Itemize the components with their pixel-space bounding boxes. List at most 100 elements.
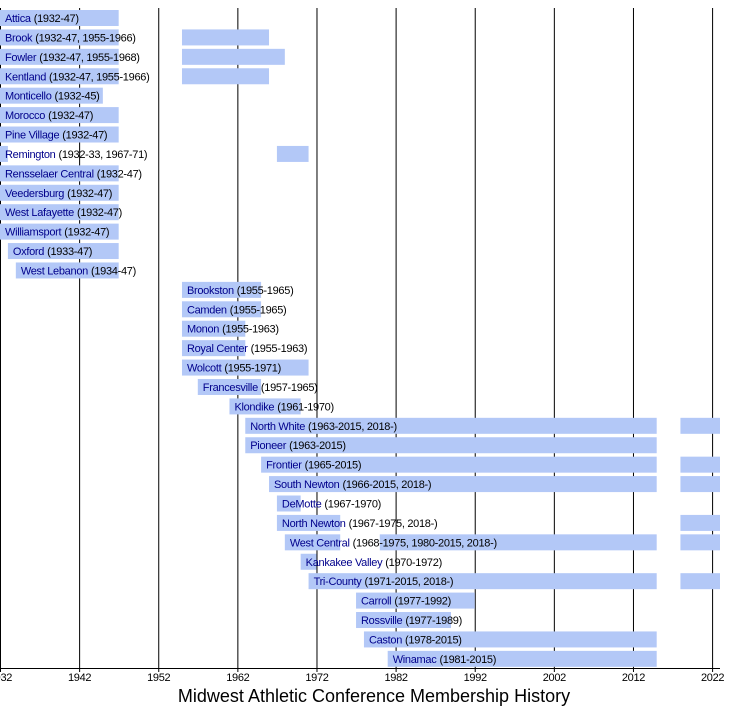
membership-bar (356, 592, 475, 609)
membership-bar (680, 417, 720, 434)
school-name[interactable]: Monticello (5, 91, 52, 103)
school-name[interactable]: Rossville (361, 615, 403, 627)
membership-years: (1955-1963) (251, 343, 308, 355)
school-name[interactable]: Monon (187, 324, 220, 336)
row-label: Carroll (1977-1992) (361, 596, 451, 608)
school-name[interactable]: North White (250, 421, 305, 433)
membership-years: (1977-1989) (405, 615, 462, 627)
membership-bar (0, 68, 119, 85)
membership-bar (276, 514, 341, 531)
school-name[interactable]: Brook (5, 32, 33, 44)
x-tick-label: 2022 (701, 672, 724, 684)
row-label: Royal Center (1955-1963) (187, 343, 307, 355)
row-label: Klondike (1961-1970) (234, 401, 333, 413)
school-name[interactable]: Frontier (266, 460, 302, 472)
membership-years: (1978-2015) (405, 634, 462, 646)
membership-bar (300, 553, 317, 570)
membership-years: (1932-47) (48, 110, 93, 122)
school-name[interactable]: Pine Village (5, 129, 60, 141)
membership-years: (1970-1972) (385, 557, 442, 569)
membership-bar (276, 145, 309, 162)
membership-bar (261, 456, 657, 473)
school-name[interactable]: Attica (5, 13, 32, 25)
membership-years: (1932-47) (34, 13, 79, 25)
bars (0, 10, 720, 667)
school-name[interactable]: Caston (369, 634, 403, 646)
membership-years: (1932-47, 1955-1966) (49, 71, 149, 83)
membership-bar (284, 534, 341, 551)
school-name[interactable]: Morocco (5, 110, 46, 122)
school-name[interactable]: Tri-County (314, 576, 363, 588)
membership-years: (1932-47, 1955-1968) (39, 52, 139, 64)
row-label: Tri-County (1971-2015, 2018-) (314, 576, 454, 588)
school-name[interactable]: West Lafayette (5, 207, 74, 219)
membership-bar (0, 145, 8, 162)
membership-years: (1932-33, 1967-71) (59, 149, 148, 161)
school-name[interactable]: West Lebanon (21, 265, 89, 277)
membership-years: (1955-1963) (222, 324, 279, 336)
membership-years: (1933-47) (47, 246, 92, 258)
x-tick-label: 1952 (147, 672, 170, 684)
x-tick-label: 2012 (622, 672, 645, 684)
row-label: Wolcott (1955-1971) (187, 362, 281, 374)
membership-bar (680, 514, 720, 531)
row-label: West Central (1968-1975, 1980-2015, 2018-… (290, 537, 497, 549)
school-name[interactable]: Fowler (5, 52, 37, 64)
x-tick-label: 1992 (464, 672, 487, 684)
chart-title: Midwest Athletic Conference Membership H… (178, 686, 570, 706)
school-name[interactable]: Veedersburg (5, 188, 65, 200)
membership-bar (276, 495, 301, 512)
membership-years: (1932-47) (77, 207, 122, 219)
row-label: West Lebanon (1934-47) (21, 265, 136, 277)
row-label: Rossville (1977-1989) (361, 615, 462, 627)
row-label: Remington (1932-33, 1967-71) (5, 149, 147, 161)
membership-years: (1967-1975, 2018-) (349, 518, 438, 530)
row-label: Frontier (1965-2015) (266, 460, 361, 472)
membership-years: (1932-45) (55, 91, 100, 103)
school-name[interactable]: Kentland (5, 71, 47, 83)
school-name[interactable]: Williamsport (5, 227, 62, 239)
x-tick-label: 1972 (305, 672, 328, 684)
membership-years: (1981-2015) (439, 654, 496, 666)
membership-bar (680, 534, 720, 551)
school-name[interactable]: Wolcott (187, 362, 222, 374)
school-name[interactable]: Remington (5, 149, 56, 161)
membership-years: (1932-47) (64, 227, 109, 239)
membership-bar (269, 476, 657, 493)
row-label: North White (1963-2015, 2018-) (250, 421, 397, 433)
row-label: Attica (1932-47) (5, 13, 79, 25)
school-name[interactable]: Oxford (13, 246, 45, 258)
school-name[interactable]: Pioneer (250, 440, 287, 452)
school-name[interactable]: Royal Center (187, 343, 249, 355)
school-name[interactable]: DeMotte (282, 498, 322, 510)
school-name[interactable]: Rensselaer Central (5, 168, 94, 180)
school-name[interactable]: Klondike (234, 401, 274, 413)
school-name[interactable]: Camden (187, 304, 227, 316)
membership-bar (0, 223, 119, 240)
membership-years: (1957-1965) (261, 382, 318, 394)
membership-bar (181, 68, 270, 85)
school-name[interactable]: Brookston (187, 285, 234, 297)
membership-bar (680, 573, 720, 590)
school-name[interactable]: Winamac (393, 654, 438, 666)
membership-years: (1955-1965) (230, 304, 287, 316)
row-label: Fowler (1932-47, 1955-1968) (5, 52, 140, 64)
membership-bar (0, 184, 119, 201)
school-name[interactable]: Kankakee Valley (306, 557, 384, 569)
school-name[interactable]: Francesville (203, 382, 259, 394)
membership-years: (1932-47, 1955-1966) (35, 32, 135, 44)
membership-years: (1966-2015, 2018-) (343, 479, 432, 491)
membership-years: (1963-2015, 2018-) (308, 421, 397, 433)
x-tick-label: 1962 (226, 672, 249, 684)
school-name[interactable]: Carroll (361, 596, 392, 608)
row-label: Pioneer (1963-2015) (250, 440, 345, 452)
row-label: Caston (1978-2015) (369, 634, 462, 646)
labels: Attica (1932-47)Brook (1932-47, 1955-1966)… (5, 13, 497, 666)
school-name[interactable]: North Newton (282, 518, 346, 530)
x-tick-label: 1982 (384, 672, 407, 684)
membership-bar (387, 650, 657, 667)
row-label: DeMotte (1967-1970) (282, 498, 381, 510)
school-name[interactable]: South Newton (274, 479, 340, 491)
membership-bar (0, 48, 119, 65)
school-name[interactable]: West Central (290, 537, 350, 549)
